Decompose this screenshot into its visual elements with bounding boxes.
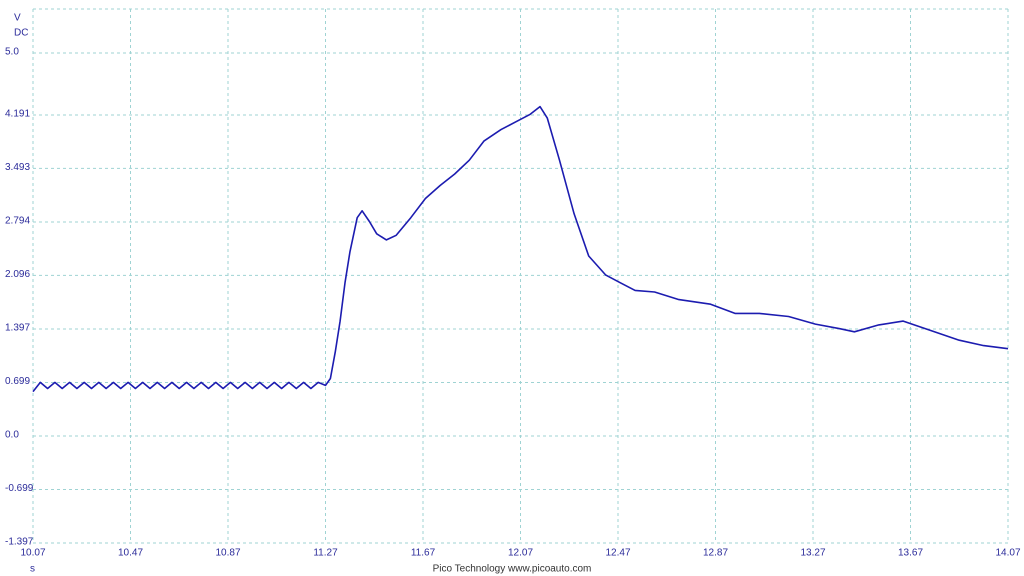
footer: Pico Technology www.picoauto.com xyxy=(433,564,592,575)
x-tick-label: 10.47 xyxy=(118,548,143,559)
x-tick-label: 11.27 xyxy=(313,548,338,559)
y-tick-label: 1.397 xyxy=(5,323,30,334)
y-tick-label: 2.096 xyxy=(5,269,30,280)
y-tick-label: -0.699 xyxy=(5,483,34,494)
y-tick-label: 2.794 xyxy=(5,216,30,227)
y-unit: V xyxy=(14,13,21,24)
trace xyxy=(32,105,1009,393)
y-tick-label: 4.191 xyxy=(5,109,30,120)
y-coupling: DC xyxy=(14,28,28,39)
y-tick-label: 5.0 xyxy=(5,47,19,58)
x-unit: s xyxy=(30,564,35,575)
x-tick-label: 10.87 xyxy=(215,548,240,559)
x-tick-label: 12.87 xyxy=(703,548,728,559)
x-tick-label: 13.27 xyxy=(800,548,825,559)
x-tick-label: 14.07 xyxy=(995,548,1020,559)
x-tick-label: 11.67 xyxy=(411,548,436,559)
x-tick-label: 12.47 xyxy=(605,548,630,559)
y-tick-label: 0.699 xyxy=(5,376,30,387)
y-tick-label: 3.493 xyxy=(5,162,30,173)
y-tick-label: 0.0 xyxy=(5,430,19,441)
y-tick-label: -1.397 xyxy=(5,537,34,548)
x-tick-label: 12.07 xyxy=(508,548,533,559)
x-tick-label: 10.07 xyxy=(20,548,45,559)
x-tick-label: 13.67 xyxy=(898,548,923,559)
